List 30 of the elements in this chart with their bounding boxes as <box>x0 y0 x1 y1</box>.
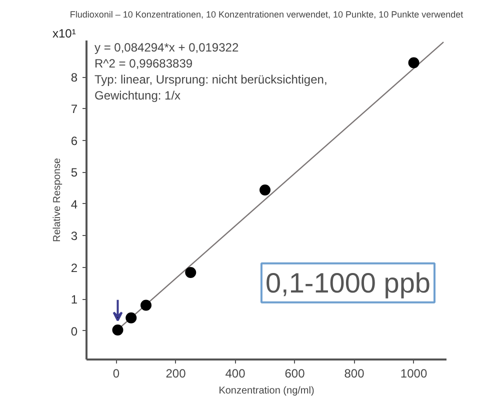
annotation: y = 0,084294*x + 0,019322 <box>94 40 239 54</box>
annotation: 0,1-1000 ppb <box>265 267 431 298</box>
y-tick-label: 4 <box>70 197 78 212</box>
y-tick-label: 7 <box>70 102 78 116</box>
annotation: Typ: linear, Ursprung: nicht berücksichtigen, <box>94 72 328 86</box>
point <box>140 300 152 311</box>
annotation: Gewichtung: 1/x <box>94 88 181 102</box>
y-tick-label: 5 <box>70 166 78 180</box>
x-tick-label: 200 <box>166 366 186 380</box>
text: x10¹ <box>52 26 76 40</box>
x-tick-label: 600 <box>284 366 306 380</box>
point <box>408 57 420 68</box>
y-tick-label: 8 <box>70 70 78 84</box>
y-axis-title: Relative Response <box>52 158 63 242</box>
y-tick-label: 1 <box>70 292 78 307</box>
point <box>185 267 196 278</box>
y-tick-label: 3 <box>70 229 78 244</box>
point <box>126 312 137 324</box>
annotation: R^2 = 0,99683839 <box>94 56 193 70</box>
y-tick-label: 2 <box>70 260 78 275</box>
x-tick-label: 0 <box>112 366 120 380</box>
point <box>260 184 271 196</box>
point <box>112 324 124 336</box>
x-tick-label: 400 <box>225 366 246 380</box>
x-axis-title: Konzentration (ng/ml) <box>218 386 314 396</box>
x-tick-label: 1000 <box>400 366 428 380</box>
x-tick-label: 800 <box>344 366 365 380</box>
y-tick-label: 6 <box>70 134 78 148</box>
chart-title: Fludioxonil – 10 Konzentrationen, 10 Konzentrationen verwendet, 10 Punkte, 10 Punkte verwendet <box>70 10 464 20</box>
y-tick-label: 0 <box>70 324 78 338</box>
